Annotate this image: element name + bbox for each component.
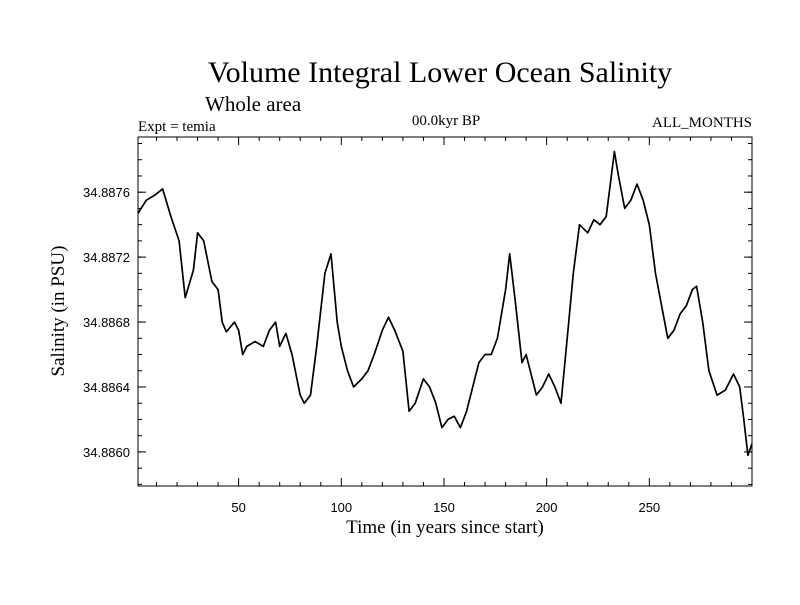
y-tick-label: 34.8868 [83, 315, 130, 330]
chart-title: Volume Integral Lower Ocean Salinity [208, 56, 672, 89]
chart-subtitle: Whole area [205, 92, 302, 116]
x-axis: 50 100 150 200 250 [155, 137, 732, 515]
months-label: ALL_MONTHS [652, 115, 752, 131]
x-tick-label: 200 [536, 500, 558, 515]
salinity-series-line [137, 150, 753, 457]
x-tick-label: 100 [330, 500, 352, 515]
x-axis-label: Time (in years since start) [346, 517, 544, 538]
x-tick-label: 250 [638, 500, 660, 515]
period-label: 00.0kyr BP [412, 113, 480, 129]
y-axis-label: Salinity (in PSU) [48, 246, 69, 377]
y-axis: 34.8860 34.8864 34.8868 34.8872 34.8876 [83, 142, 752, 485]
y-tick-label: 34.8860 [83, 445, 130, 460]
y-tick-label: 34.8864 [83, 380, 130, 395]
experiment-label: Expt = temia [138, 119, 216, 135]
x-tick-label: 150 [433, 500, 455, 515]
y-tick-label: 34.8872 [83, 250, 130, 265]
y-tick-label: 34.8876 [83, 185, 130, 200]
x-tick-label: 50 [231, 500, 245, 515]
plot-frame [137, 136, 753, 487]
